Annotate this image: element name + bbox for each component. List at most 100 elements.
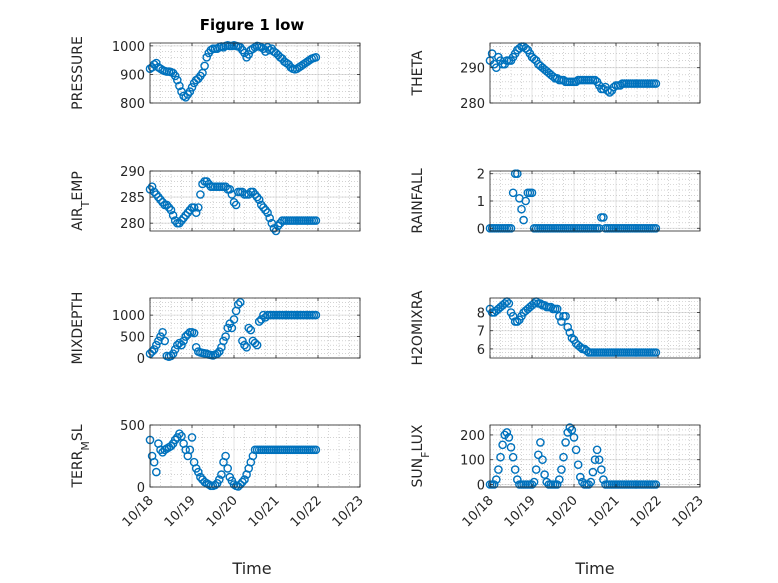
data-point bbox=[540, 470, 549, 479]
data-point bbox=[265, 213, 275, 223]
data-point bbox=[555, 475, 564, 484]
data-point bbox=[567, 425, 577, 435]
axes-box bbox=[489, 424, 701, 488]
data-point bbox=[170, 71, 180, 81]
data-point bbox=[202, 177, 211, 186]
data-point bbox=[594, 223, 604, 233]
data-point bbox=[154, 192, 163, 202]
data-point bbox=[151, 467, 161, 477]
data-point bbox=[177, 340, 186, 350]
data-point bbox=[172, 75, 182, 85]
data-point bbox=[517, 204, 526, 214]
data-point bbox=[196, 190, 205, 199]
data-point bbox=[244, 190, 253, 199]
data-point bbox=[563, 428, 573, 437]
y-tick-label: 1000 bbox=[112, 309, 145, 324]
data-point bbox=[536, 299, 545, 308]
data-point bbox=[196, 472, 205, 482]
data-point bbox=[599, 213, 608, 222]
data-point bbox=[561, 438, 570, 447]
data-point bbox=[185, 87, 195, 96]
data-point bbox=[252, 192, 262, 202]
data-point bbox=[229, 197, 239, 207]
data-point bbox=[160, 336, 169, 346]
data-point bbox=[242, 342, 251, 352]
data-point bbox=[227, 323, 237, 333]
data-point bbox=[557, 465, 566, 474]
data-point bbox=[149, 457, 159, 467]
data-point bbox=[651, 79, 661, 88]
data-point bbox=[147, 347, 157, 356]
data-point bbox=[231, 200, 241, 210]
data-point bbox=[250, 338, 260, 348]
subplot-rainfall: 0 1 2 RAINFALL bbox=[410, 168, 701, 237]
data-point bbox=[599, 84, 608, 94]
data-point bbox=[651, 348, 661, 357]
data-point bbox=[561, 311, 570, 321]
data-point bbox=[221, 451, 230, 461]
data-point bbox=[166, 205, 176, 215]
data-point bbox=[576, 472, 585, 482]
data-point bbox=[175, 81, 184, 91]
data-point bbox=[498, 440, 507, 450]
data-point bbox=[229, 315, 239, 324]
data-point bbox=[183, 208, 193, 217]
data-point bbox=[259, 203, 268, 212]
y-tick-label: 0 bbox=[137, 352, 145, 367]
data-point bbox=[158, 197, 167, 207]
data-point bbox=[200, 61, 209, 71]
data-point bbox=[162, 200, 172, 210]
data-point bbox=[235, 480, 245, 489]
data-point bbox=[491, 475, 501, 484]
data-point bbox=[500, 299, 510, 308]
data-point bbox=[156, 195, 165, 204]
data-point bbox=[513, 169, 522, 178]
data-point bbox=[214, 475, 224, 484]
data-point bbox=[513, 317, 522, 326]
data-point bbox=[221, 332, 230, 341]
data-point bbox=[189, 328, 199, 338]
y-tick-label: 500 bbox=[120, 331, 145, 346]
data-point bbox=[536, 438, 545, 447]
data-point bbox=[590, 75, 600, 85]
axes-box bbox=[149, 297, 361, 359]
data-point bbox=[506, 223, 516, 233]
y-tick-label: 290 bbox=[120, 165, 145, 180]
axes-box bbox=[489, 297, 701, 359]
data-point bbox=[508, 311, 518, 321]
data-point bbox=[175, 429, 184, 439]
data-point bbox=[311, 216, 321, 225]
data-point bbox=[156, 445, 165, 455]
data-point bbox=[166, 351, 176, 361]
data-point bbox=[590, 455, 600, 465]
y-tick-label: 0 bbox=[137, 481, 145, 496]
data-point bbox=[538, 455, 547, 465]
y-tick-label: 7 bbox=[477, 325, 485, 340]
data-point bbox=[571, 445, 581, 455]
data-point bbox=[187, 83, 197, 92]
x-axis-label-left: Time bbox=[231, 559, 271, 578]
data-point bbox=[221, 182, 230, 191]
data-point bbox=[534, 450, 543, 460]
data-point bbox=[567, 333, 577, 343]
y-axis-label: H2OMIXRA bbox=[410, 290, 426, 365]
subplot-mixdepth: 0 500 1000 MIXDEPTH bbox=[70, 292, 361, 367]
data-point bbox=[147, 182, 157, 191]
data-point bbox=[552, 480, 562, 489]
data-point bbox=[240, 340, 249, 350]
data-point bbox=[504, 433, 514, 442]
data-point bbox=[496, 452, 505, 462]
data-point bbox=[158, 327, 167, 337]
data-point bbox=[513, 475, 522, 484]
y-tick-label: 280 bbox=[460, 97, 485, 112]
data-point bbox=[149, 187, 159, 197]
y-tick-label: 800 bbox=[120, 97, 145, 112]
data-point bbox=[519, 215, 528, 225]
data-point bbox=[193, 203, 203, 212]
data-point bbox=[592, 445, 602, 455]
data-point bbox=[212, 349, 222, 359]
data-point bbox=[510, 465, 520, 474]
data-point bbox=[151, 58, 161, 68]
data-point bbox=[244, 50, 253, 59]
